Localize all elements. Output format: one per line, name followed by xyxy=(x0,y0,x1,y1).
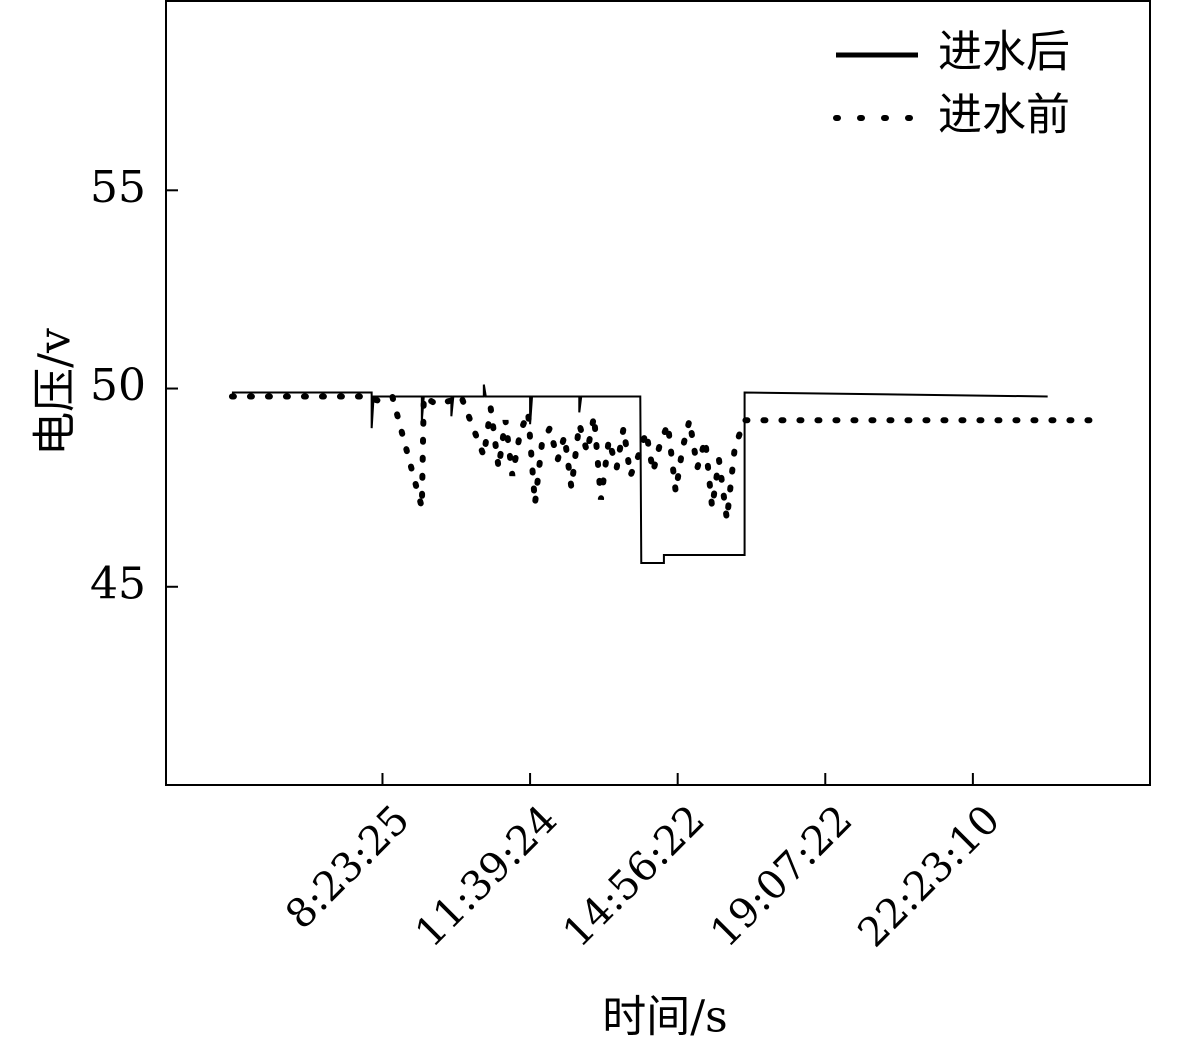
x-tick-label: 19:07:22 xyxy=(702,797,862,957)
x-axis-label: 时间/s xyxy=(602,992,727,1043)
y-axis-label: 电压/v xyxy=(30,328,81,456)
y-tick-label: 45 xyxy=(90,558,146,609)
x-tick-label: 11:39:24 xyxy=(407,797,567,957)
x-tick-label: 8:23:25 xyxy=(277,797,419,939)
legend-label: 进水后 xyxy=(938,27,1070,78)
y-tick-label: 50 xyxy=(90,360,146,411)
y-tick-label: 55 xyxy=(90,162,146,213)
plot-frame xyxy=(165,0,1151,786)
x-tick-label: 14:56:22 xyxy=(554,797,714,957)
x-tick-label: 22:23:10 xyxy=(849,797,1009,957)
data-line xyxy=(228,391,1098,520)
data-line xyxy=(231,384,1048,564)
legend-label: 进水前 xyxy=(938,90,1070,141)
